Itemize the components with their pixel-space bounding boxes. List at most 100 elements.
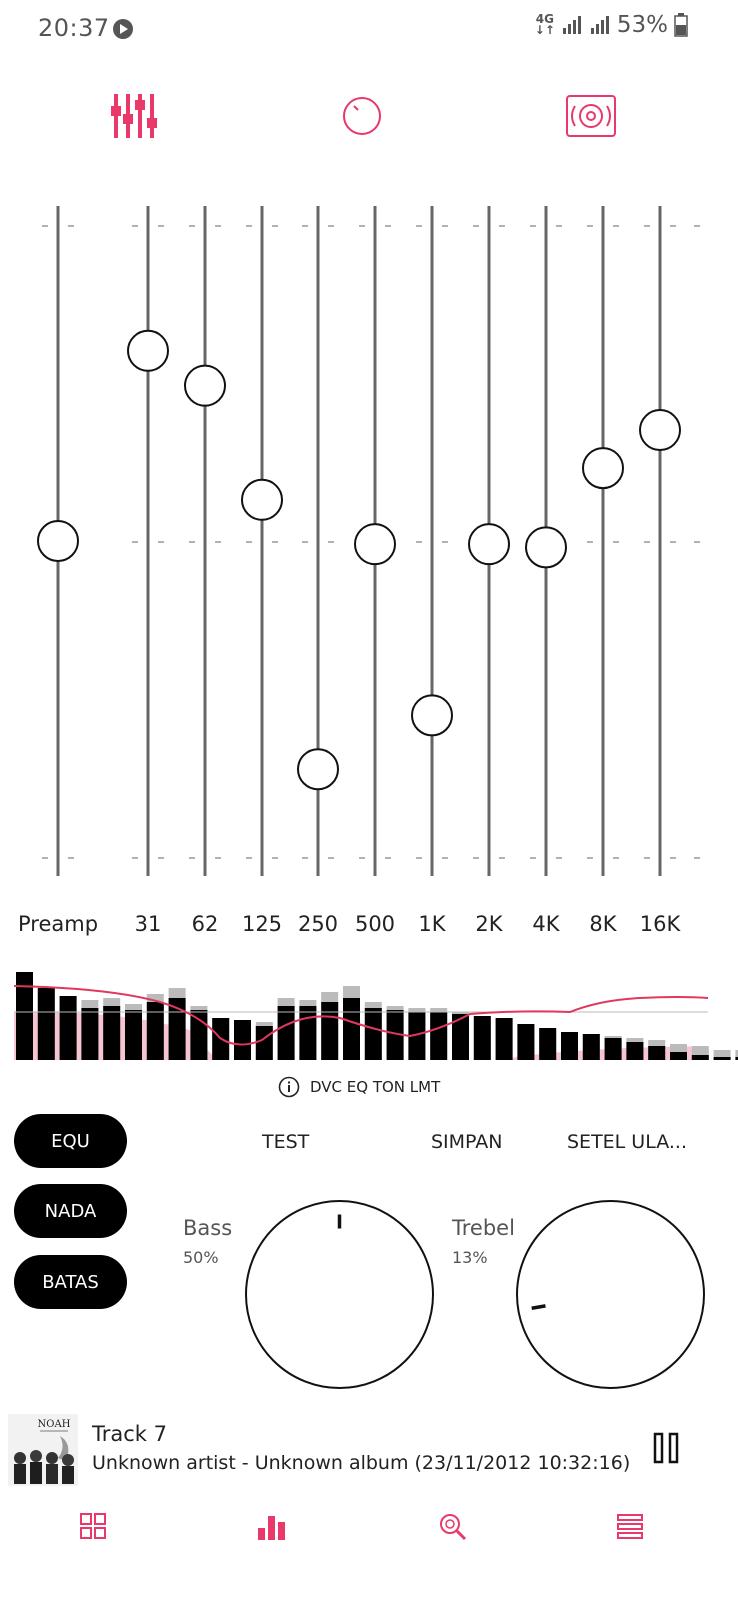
spectrum-bar (37, 988, 55, 1060)
band-label: 16K (639, 912, 681, 936)
spectrum-bar (473, 1016, 491, 1060)
spectrum-bar (59, 996, 77, 1060)
spectrum-bar (16, 972, 33, 1060)
album-art-text: NOAH (38, 1419, 71, 1430)
album-art-image: NOAH (8, 1414, 78, 1486)
slider-thumb[interactable] (582, 447, 624, 490)
spectrum-bar (234, 1020, 251, 1060)
battery-icon (674, 13, 688, 37)
track-subtitle: Unknown artist - Unknown album (23/11/20… (92, 1452, 631, 1474)
spectrum-bar (190, 1010, 208, 1060)
spectrum-bar (713, 1057, 731, 1060)
band-label: 62 (191, 912, 219, 936)
spectrum-bar (582, 1034, 600, 1060)
band-label: 8K (589, 912, 617, 936)
band-label: 31 (134, 912, 162, 936)
reset-button[interactable]: SETEL ULA... (567, 1131, 688, 1153)
spectrum-bar (364, 1008, 382, 1060)
bass-value: 50% (183, 1248, 219, 1267)
media-playing-icon (113, 19, 133, 39)
spectrum-peak (713, 1050, 731, 1060)
bass-label: Bass (183, 1216, 233, 1240)
spectrum-bar (277, 1006, 295, 1060)
spectrum-bar (343, 998, 360, 1060)
status-indicators: 4G ↓↑ 53% (535, 12, 688, 38)
nada-button[interactable]: NADA (14, 1184, 127, 1238)
slider-thumb[interactable] (127, 329, 169, 372)
spectrum-peak (735, 1050, 738, 1060)
network-type: 4G ↓↑ (534, 12, 555, 37)
band-label: 250 (297, 912, 339, 936)
album-art[interactable]: NOAH (8, 1414, 78, 1486)
spectrum-bar (495, 1018, 513, 1060)
spectrum-bar (386, 1010, 404, 1060)
menu-icon[interactable] (614, 1510, 646, 1542)
band-label: 2K (475, 912, 503, 936)
save-button[interactable]: SIMPAN (431, 1131, 503, 1153)
equalizer-panel (0, 190, 738, 900)
spectrum-bar (735, 1057, 738, 1060)
info-icon (278, 1076, 300, 1098)
track-title: Track 7 (92, 1422, 167, 1446)
bass-knob[interactable] (245, 1200, 434, 1389)
spectrum-bar (670, 1052, 687, 1060)
grid-icon[interactable] (77, 1510, 109, 1542)
now-playing-bar[interactable]: NOAH Track 7 Unknown artist - Unknown al… (0, 1410, 738, 1492)
spectrum-bar (321, 1002, 339, 1060)
spectrum-bar (648, 1046, 666, 1060)
nada-button-label: NADA (44, 1200, 97, 1222)
bass-knob-indicator (337, 1214, 342, 1229)
bar-chart-icon[interactable] (256, 1510, 288, 1542)
search-icon[interactable] (436, 1510, 468, 1542)
spectrum-bar (604, 1038, 622, 1060)
slider-thumb[interactable] (525, 526, 567, 569)
test-button[interactable]: TEST (262, 1131, 310, 1153)
spectrum-visualizer (13, 972, 738, 1060)
slider-thumb[interactable] (241, 478, 283, 521)
spectrum-bar (168, 998, 186, 1060)
pause-icon[interactable] (652, 1432, 680, 1464)
spectrum-bar (430, 1012, 448, 1060)
slider-thumb[interactable] (411, 694, 453, 737)
spectrum-bar (452, 1014, 469, 1060)
spectrum-bar (255, 1026, 273, 1060)
treble-knob[interactable] (516, 1200, 705, 1389)
speaker-icon[interactable] (563, 88, 619, 144)
spectrum-bar (81, 1008, 99, 1060)
knob-pointer (531, 1304, 546, 1310)
network-type-label: 4G (535, 12, 554, 26)
equ-button[interactable]: EQU (14, 1114, 127, 1168)
tone-knob-icon[interactable] (334, 88, 390, 144)
preamp-label: Preamp (17, 912, 99, 936)
equalizer-sliders[interactable] (0, 190, 738, 900)
spectrum-info[interactable]: DVC EQ TON LMT (278, 1076, 440, 1098)
spectrum-bar (408, 1012, 426, 1060)
signal-icon-2 (590, 16, 609, 34)
spectrum-bar (146, 1002, 164, 1060)
band-label: 125 (241, 912, 283, 936)
status-time: 20:37 (38, 14, 110, 42)
spectrum-bar (691, 1055, 709, 1060)
spectrum-bar (125, 1010, 142, 1060)
spectrum-bar (561, 1032, 578, 1060)
slider-thumb[interactable] (184, 364, 226, 407)
equalizer-sliders-icon[interactable] (104, 88, 160, 144)
spectrum-bar (299, 1006, 317, 1060)
batas-button-label: BATAS (42, 1271, 99, 1293)
slider-thumb[interactable] (297, 748, 339, 791)
band-label: 500 (354, 912, 396, 936)
spectrum-bar (539, 1028, 557, 1060)
equ-button-label: EQU (51, 1130, 90, 1152)
slider-thumb[interactable] (639, 409, 681, 452)
spectrum-bar (626, 1042, 644, 1060)
spectrum-bar (517, 1024, 535, 1060)
slider-thumb[interactable] (37, 520, 79, 562)
batas-button[interactable]: BATAS (14, 1255, 127, 1309)
slider-thumb[interactable] (354, 523, 396, 566)
slider-thumb[interactable] (468, 523, 510, 566)
treble-label: Trebel (452, 1216, 515, 1240)
bottom-navigation (0, 1500, 738, 1560)
spectrum-bar (103, 1006, 121, 1060)
spectrum-info-label: DVC EQ TON LMT (310, 1078, 441, 1096)
band-label: 1K (418, 912, 446, 936)
